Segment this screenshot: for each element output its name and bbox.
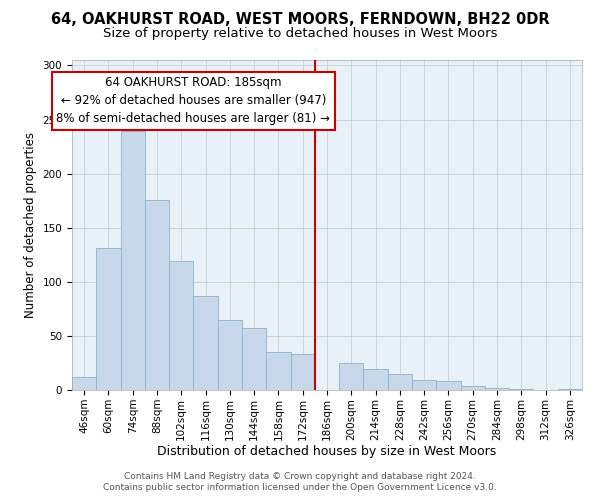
- Bar: [388, 374, 412, 390]
- Bar: [121, 132, 145, 390]
- Bar: [145, 200, 169, 390]
- Text: 64, OAKHURST ROAD, WEST MOORS, FERNDOWN, BH22 0DR: 64, OAKHURST ROAD, WEST MOORS, FERNDOWN,…: [50, 12, 550, 28]
- Text: Contains HM Land Registry data © Crown copyright and database right 2024.
Contai: Contains HM Land Registry data © Crown c…: [103, 472, 497, 492]
- Bar: [558, 389, 582, 390]
- Bar: [339, 363, 364, 390]
- Bar: [290, 354, 315, 390]
- Bar: [509, 389, 533, 390]
- Bar: [193, 296, 218, 390]
- Bar: [218, 320, 242, 390]
- Bar: [364, 370, 388, 390]
- Bar: [169, 261, 193, 390]
- Bar: [266, 352, 290, 390]
- Y-axis label: Number of detached properties: Number of detached properties: [24, 132, 37, 318]
- Bar: [461, 386, 485, 390]
- Text: 64 OAKHURST ROAD: 185sqm
← 92% of detached houses are smaller (947)
8% of semi-d: 64 OAKHURST ROAD: 185sqm ← 92% of detach…: [56, 76, 331, 125]
- Bar: [72, 377, 96, 390]
- Bar: [242, 328, 266, 390]
- Bar: [412, 380, 436, 390]
- X-axis label: Distribution of detached houses by size in West Moors: Distribution of detached houses by size …: [157, 446, 497, 458]
- Bar: [96, 248, 121, 390]
- Text: Size of property relative to detached houses in West Moors: Size of property relative to detached ho…: [103, 28, 497, 40]
- Bar: [436, 382, 461, 390]
- Bar: [485, 388, 509, 390]
